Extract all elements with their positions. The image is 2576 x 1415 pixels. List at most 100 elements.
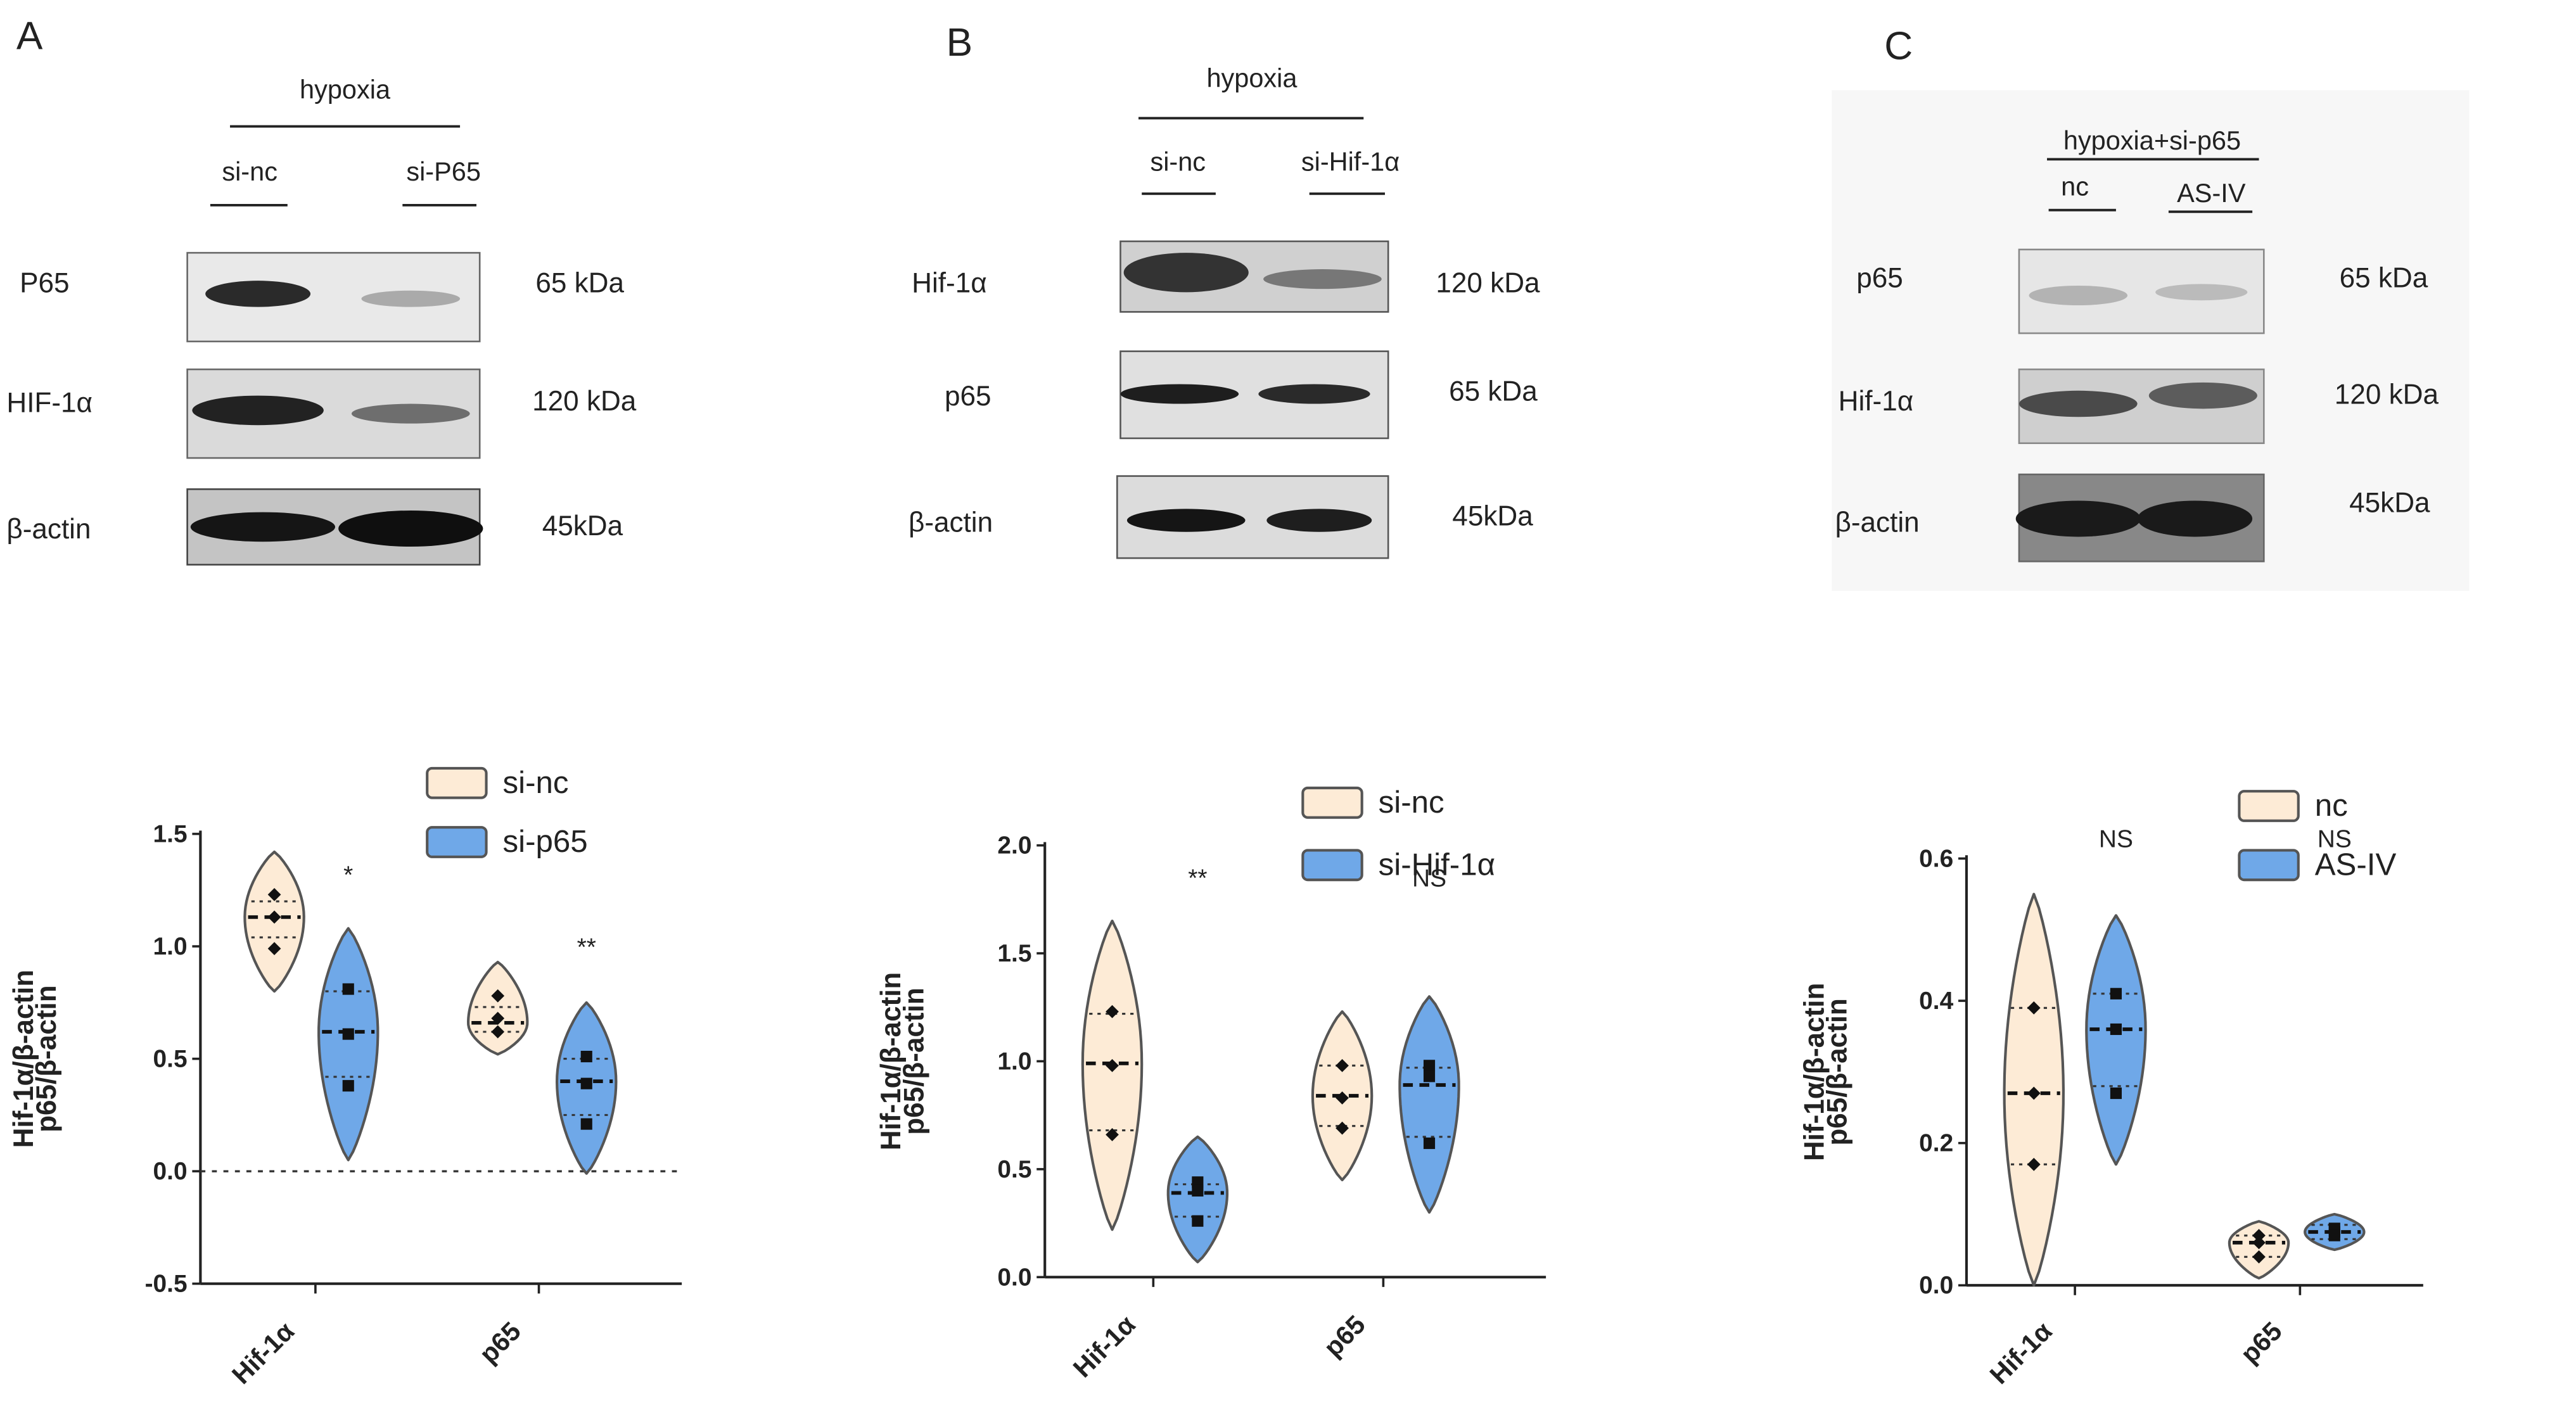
legend-swatch [426,766,488,799]
data-point [1423,1060,1436,1072]
y-tick-label: 0.0 [1919,1272,1953,1299]
kda-label-b-2: 65 kDa [1449,376,1538,407]
violin-control [466,960,529,1056]
significance-marker: NS [2099,825,2133,853]
kda-label-a-1: 65 kDa [535,267,624,298]
y-tick-label: 0.6 [1919,845,1953,872]
legend-swatch [426,826,488,858]
blot-strip-a-2 [186,368,481,459]
panel-letter-c: C [1884,24,1913,68]
y-tick-label: 0.2 [1919,1130,1953,1157]
blot-strip-b-2 [1119,350,1389,440]
data-point [1192,1176,1204,1188]
x-tick-label: p65 [473,1316,526,1369]
blot-strip-b-3 [1116,475,1389,559]
significance-marker: * [343,861,353,889]
lane-label-a-2: si-P65 [406,156,481,186]
y-tick-label: 1.5 [153,821,188,848]
chart-b: 0.0 0.5 1.0 1.5 2.0 Hif-1α/β-actinp65/β-actin… [876,785,1546,1383]
blot-header-c: hypoxia+si-p65 [2063,125,2241,155]
data-point [2027,1001,2041,1015]
y-axis-label-line: p65/β-actin [31,985,62,1133]
data-point [2252,1236,2266,1250]
y-tick-label: 1.5 [997,940,1031,967]
data-point [1106,1128,1119,1141]
y-axis-label-line: p65/β-actin [898,987,929,1135]
legend-label: si-nc [1379,785,1444,820]
data-point [580,1118,592,1130]
y-tick-label: 0.4 [1919,987,1953,1015]
legend-swatch [1301,786,1363,819]
blot-strip-a-1 [186,251,481,343]
x-tick-label: Hif-1α [1984,1316,2058,1390]
data-point [2110,987,2122,999]
legend-swatch [1301,849,1363,882]
row-label-c-3: β-actin [1835,507,1920,538]
y-tick-label: 1.0 [153,933,188,960]
blot-strip-c-1 [2018,248,2265,334]
panel-letter-b: B [947,21,973,65]
y-tick-label: 0.5 [997,1156,1031,1183]
blot-panel-b: B hypoxia si-nc si-Hif-1α Hif-1α p65 β-a… [909,21,1540,559]
row-label-a-2: HIF-1α [6,388,92,419]
panel-letter-a: A [16,15,43,58]
data-point [1423,1137,1436,1150]
data-point [342,1080,354,1092]
data-point [491,1012,505,1025]
violin-treatment [1398,995,1460,1214]
row-label-c-1: p65 [1856,263,1903,294]
data-point [1192,1215,1204,1227]
violin-treatment [317,927,379,1162]
data-point [2328,1229,2340,1241]
violin-treatment [2085,914,2147,1166]
lane-label-c-1: nc [2061,171,2089,201]
data-point [2252,1250,2266,1264]
y-tick-label: 0.5 [153,1046,188,1073]
data-point [342,1028,354,1040]
lane-label-a-1: si-nc [222,156,277,186]
row-label-a-1: P65 [20,267,69,298]
kda-label-c-2: 120 kDa [2335,379,2439,410]
y-axis-label-line: Hif-1α/β-actin [8,970,39,1148]
legend-label: AS-IV [2315,847,2397,882]
blot-header-a: hypoxia [300,75,391,105]
y-tick-label: 2.0 [997,832,1031,860]
significance-marker: ** [1188,865,1207,892]
data-point [342,983,354,995]
lane-label-c-2: AS-IV [2177,178,2246,208]
blot-panel-a: A hypoxia si-nc si-P65 P65 HIF-1α β-acti… [6,15,637,566]
y-axis-label-line: Hif-1α/β-actin [876,972,907,1151]
violin-treatment [1166,1135,1229,1264]
kda-label-a-2: 120 kDa [532,386,637,417]
y-axis-label-line: Hif-1α/β-actin [1799,983,1830,1162]
blot-strip-c-3 [2015,473,2265,562]
kda-label-a-3: 45kDa [542,511,623,542]
significance-marker: ** [577,934,596,961]
legend-label: nc [2315,788,2348,823]
kda-label-b-3: 45kDa [1452,500,1533,531]
data-point [1336,1058,1349,1072]
data-point [1336,1091,1349,1105]
chart-a: -0.5 0.0 0.5 1.0 1.5 Hif-1α/β-actinp65/β-acti… [8,765,682,1390]
y-tick-label: 0.0 [153,1158,188,1185]
data-point [2027,1157,2041,1171]
kda-label-b-1: 120 kDa [1436,267,1540,298]
legend-label: si-Hif-1α [1379,847,1495,882]
legend-swatch [2238,849,2300,882]
row-label-b-1: Hif-1α [912,267,987,298]
legend-swatch [2238,790,2300,822]
data-point [1336,1121,1349,1135]
y-axis-label-line: p65/β-actin [1822,998,1853,1146]
y-tick-label: -0.5 [145,1271,188,1298]
blot-panel-c: C hypoxia+si-p65 nc AS-IV p65 Hif-1α β-a… [1832,24,2470,591]
data-point [491,1025,505,1039]
significance-marker: NS [1412,865,1446,892]
legend-label: si-p65 [502,824,587,859]
kda-label-c-3: 45kDa [2349,488,2430,519]
data-point [580,1077,592,1089]
lane-label-b-2: si-Hif-1α [1301,147,1400,177]
lane-label-b-1: si-nc [1150,147,1206,177]
kda-label-c-1: 65 kDa [2340,263,2428,294]
x-tick-label: Hif-1α [226,1316,300,1390]
